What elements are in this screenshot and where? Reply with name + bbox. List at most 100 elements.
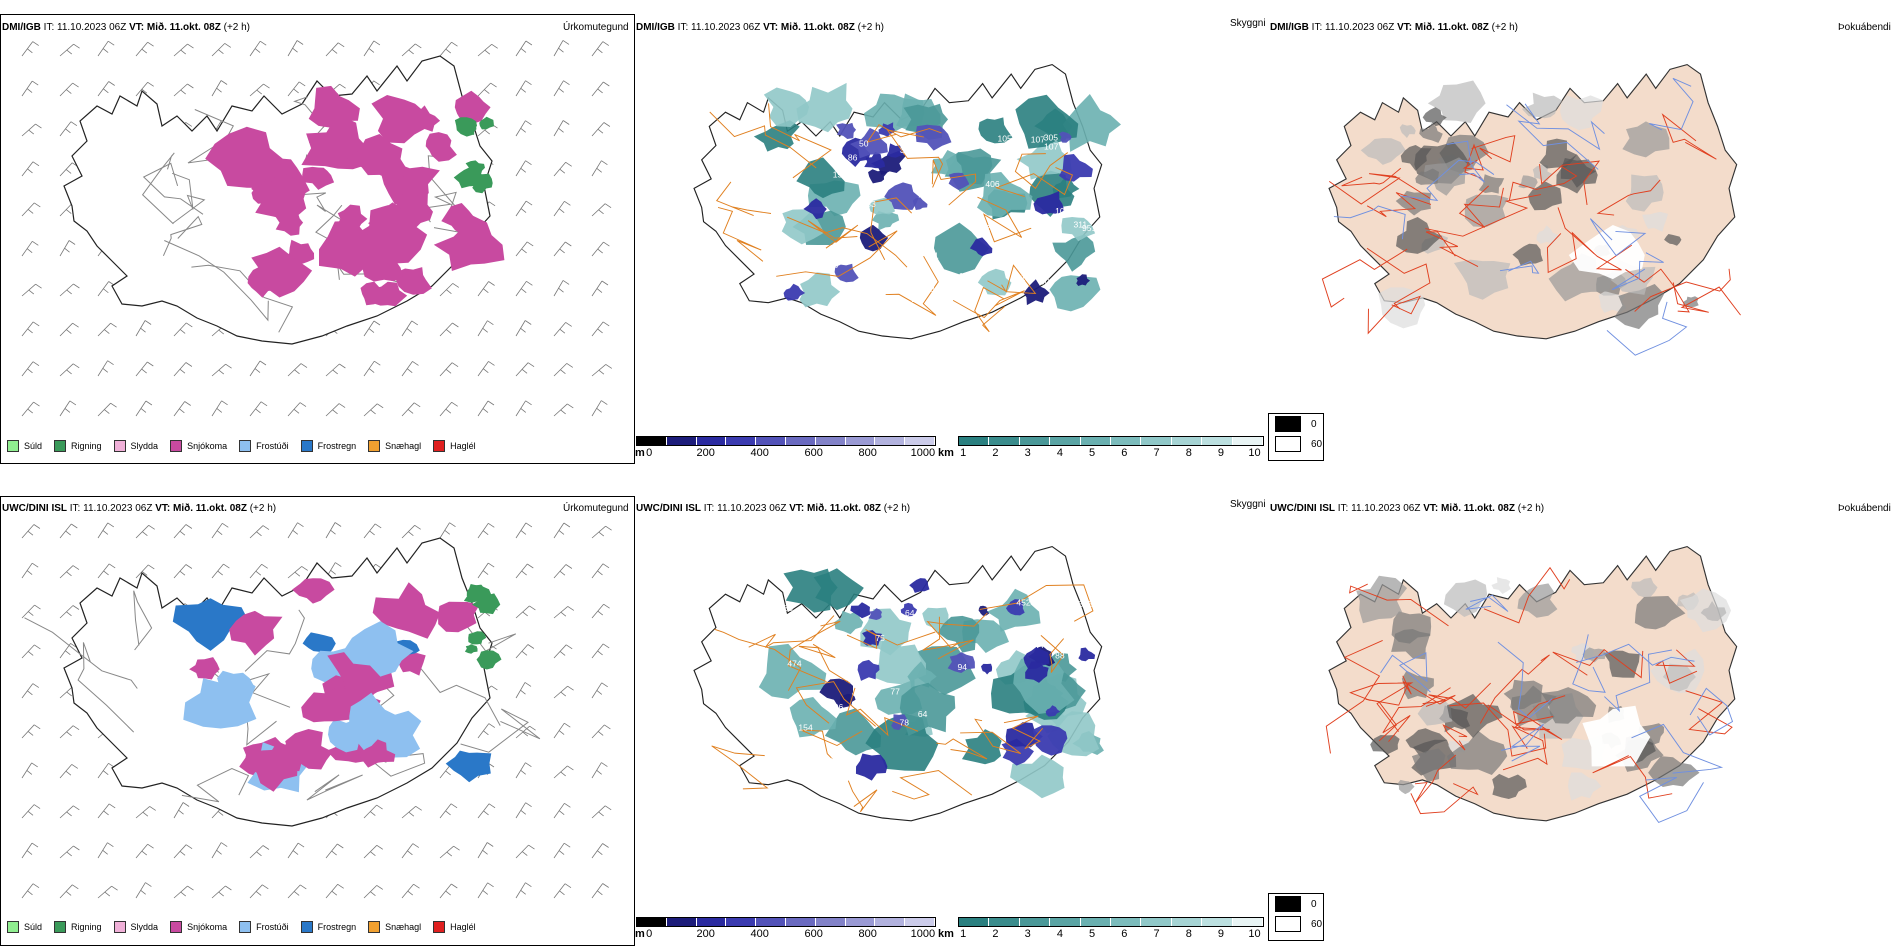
precip-area <box>395 267 432 295</box>
wind-barb <box>21 321 40 337</box>
wind-barb <box>211 885 232 899</box>
visibility-scale-km: km 1 2 3 4 5 6 7 8 9 10 <box>938 917 1264 940</box>
legend-label: Haglél <box>450 922 476 932</box>
visibility-value-label: 88 <box>1055 650 1065 660</box>
wind-barb <box>59 523 78 539</box>
wind-barb <box>97 762 115 779</box>
visibility-value-label: 94 <box>957 662 967 672</box>
legend-swatch <box>54 440 67 452</box>
wind-barb <box>591 525 612 539</box>
fog-legend-label: 0 <box>1311 418 1317 430</box>
scale-tick-label: 6 <box>1121 928 1128 940</box>
precip-area <box>472 173 493 194</box>
fog-legend-label: 0 <box>1311 898 1317 910</box>
precip-area <box>454 117 477 137</box>
precip-area <box>1415 168 1440 185</box>
road-line <box>748 615 835 648</box>
wind-barb <box>477 82 497 97</box>
wind-barb <box>173 524 193 539</box>
scale-tick-label: 5 <box>1089 447 1096 459</box>
wind-barb <box>515 802 532 819</box>
legend-swatch <box>368 921 381 933</box>
road-line <box>1414 754 1457 803</box>
road-line <box>846 629 936 650</box>
scale-swatch <box>696 437 727 445</box>
wind-barb <box>135 524 155 539</box>
road-line <box>1333 205 1406 240</box>
it-value: 11.10.2023 06Z <box>1351 503 1421 514</box>
wind-barb <box>59 884 79 899</box>
wind-barb <box>97 803 116 819</box>
scale-swatch <box>1232 437 1264 445</box>
wind-barb <box>21 883 40 899</box>
wind-barb <box>477 400 495 417</box>
road-line <box>714 628 802 691</box>
legend-label: Rigning <box>71 441 102 451</box>
legend-item: Haglél <box>433 921 476 933</box>
precip-area <box>1005 722 1043 748</box>
it-value: 11.10.2023 06Z <box>83 503 153 514</box>
fog-legend: 0 60 <box>1268 413 1324 461</box>
wind-barb <box>287 842 305 859</box>
precip-area <box>899 682 956 736</box>
road-line <box>1689 687 1734 736</box>
wind-barb <box>173 43 194 57</box>
road-line <box>768 103 832 179</box>
wind-barb <box>553 120 570 137</box>
wind-barb <box>249 884 269 899</box>
precip-area <box>1033 191 1065 215</box>
wind-barb <box>135 564 155 579</box>
scale-tick-label: 2 <box>992 447 999 459</box>
wind-barb <box>591 682 608 699</box>
precip-area <box>763 87 810 127</box>
model-name: UWC/DINI ISL <box>2 503 67 514</box>
road-line <box>847 780 878 813</box>
precip-area <box>1422 107 1447 127</box>
wind-barb <box>553 522 571 539</box>
wind-barb <box>591 364 613 377</box>
scale-swatch <box>815 918 846 926</box>
wind-barb <box>591 241 610 257</box>
precip-area <box>796 157 845 199</box>
legend-label: Snæhagl <box>385 922 422 932</box>
wind-barb <box>249 525 270 539</box>
precip-area <box>1679 588 1732 633</box>
road-line <box>995 166 1074 198</box>
scale-swatch <box>666 918 697 926</box>
visibility-value-label: 123 <box>915 179 930 189</box>
precip-area <box>1582 705 1651 767</box>
scale-tick-label: 5 <box>1089 928 1096 940</box>
road-line <box>172 172 206 224</box>
precip-area <box>372 582 441 639</box>
visibility-value-label: 88 <box>829 260 839 270</box>
precip-area <box>476 650 502 670</box>
wind-barb <box>21 123 42 137</box>
wind-barb <box>515 762 532 779</box>
legend-label: Snjókoma <box>187 441 228 451</box>
vt-value: Mið. 11.okt. 08Z <box>1414 22 1489 33</box>
wind-barb <box>515 644 535 659</box>
wind-barb <box>21 604 41 619</box>
wind-barb <box>59 43 80 57</box>
legend-label: Slydda <box>130 922 159 932</box>
wind-barb <box>591 603 610 619</box>
legend-swatch <box>113 440 126 452</box>
precip-area <box>884 182 920 210</box>
road-line <box>1487 695 1566 731</box>
wind-barb <box>135 882 152 899</box>
precip-area <box>1464 194 1509 228</box>
vt-value: Mið. 11.okt. 08Z <box>146 22 221 33</box>
wind-barb <box>515 362 535 377</box>
road-line <box>181 768 250 803</box>
road-line <box>1502 725 1548 771</box>
scale-tick-label: 7 <box>1153 928 1160 940</box>
wind-barb <box>363 320 381 337</box>
legend-item: Snæhagl <box>368 921 421 933</box>
visibility-value-label: 154 <box>798 723 813 733</box>
wind-barb <box>97 885 118 899</box>
wind-barb <box>553 564 573 579</box>
precip-area <box>1370 734 1400 755</box>
scale-tick-label: 3 <box>1024 447 1031 459</box>
road-line <box>1655 649 1698 684</box>
wind-barb <box>97 402 117 417</box>
